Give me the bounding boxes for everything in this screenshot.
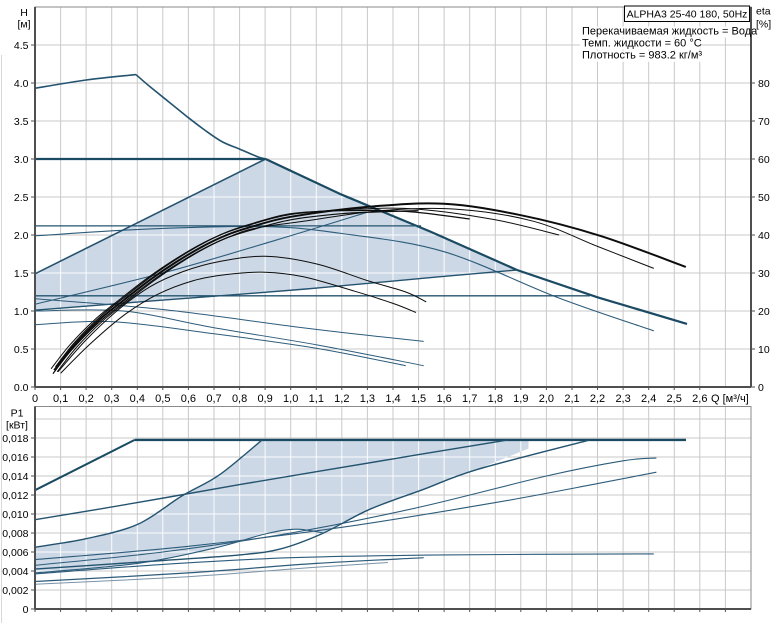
svg-text:20: 20 — [758, 306, 770, 318]
svg-text:60: 60 — [758, 154, 770, 166]
svg-text:0: 0 — [32, 393, 38, 405]
svg-text:Перекачиваемая жидкость = Вода: Перекачиваемая жидкость = Вода — [582, 26, 758, 38]
svg-text:1,7: 1,7 — [462, 393, 477, 405]
svg-text:0,010: 0,010 — [2, 509, 28, 521]
svg-text:1,6: 1,6 — [436, 393, 451, 405]
svg-text:0,016: 0,016 — [2, 452, 28, 464]
svg-text:0,3: 0,3 — [104, 393, 119, 405]
svg-text:2.5: 2.5 — [14, 192, 29, 204]
svg-text:0,4: 0,4 — [130, 393, 145, 405]
svg-text:70: 70 — [758, 116, 770, 128]
svg-text:ALPHA3 25-40 180, 50Hz: ALPHA3 25-40 180, 50Hz — [627, 8, 748, 20]
svg-text:0,6: 0,6 — [181, 393, 196, 405]
svg-text:2,6: 2,6 — [692, 393, 707, 405]
svg-text:30: 30 — [758, 268, 770, 280]
svg-text:1,5: 1,5 — [411, 393, 426, 405]
svg-text:0,014: 0,014 — [2, 471, 28, 483]
svg-text:2,5: 2,5 — [667, 393, 682, 405]
svg-text:0: 0 — [758, 382, 764, 394]
svg-text:Q [м³/ч]: Q [м³/ч] — [711, 393, 749, 405]
svg-text:[кВт]: [кВт] — [6, 420, 28, 432]
svg-text:P1: P1 — [11, 408, 24, 420]
svg-text:1,3: 1,3 — [360, 393, 375, 405]
svg-text:2,4: 2,4 — [641, 393, 656, 405]
svg-text:0,012: 0,012 — [2, 490, 28, 502]
svg-text:Плотность = 983.2 кг/м³: Плотность = 983.2 кг/м³ — [582, 50, 702, 62]
svg-text:0,9: 0,9 — [257, 393, 272, 405]
svg-text:4.0: 4.0 — [14, 78, 29, 90]
svg-text:1,1: 1,1 — [309, 393, 324, 405]
svg-text:0,006: 0,006 — [2, 547, 28, 559]
svg-text:2,3: 2,3 — [615, 393, 630, 405]
svg-text:1,2: 1,2 — [334, 393, 349, 405]
svg-text:2,1: 2,1 — [564, 393, 579, 405]
svg-text:Темп. жидкости = 60 °C: Темп. жидкости = 60 °C — [582, 38, 702, 50]
svg-text:1,4: 1,4 — [385, 393, 400, 405]
svg-text:0: 0 — [23, 604, 29, 616]
svg-text:0,004: 0,004 — [2, 566, 28, 578]
svg-text:1.5: 1.5 — [14, 268, 29, 280]
svg-text:0,1: 0,1 — [53, 393, 68, 405]
svg-text:0,018: 0,018 — [2, 433, 28, 445]
svg-text:eta: eta — [756, 5, 771, 17]
svg-text:0.0: 0.0 — [14, 382, 29, 394]
svg-text:40: 40 — [758, 230, 770, 242]
svg-text:0,002: 0,002 — [2, 585, 28, 597]
svg-text:1.0: 1.0 — [14, 306, 29, 318]
svg-text:3.5: 3.5 — [14, 116, 29, 128]
svg-text:50: 50 — [758, 192, 770, 204]
svg-text:2,0: 2,0 — [539, 393, 554, 405]
svg-text:0.5: 0.5 — [14, 344, 29, 356]
svg-text:0,7: 0,7 — [206, 393, 221, 405]
svg-text:1,0: 1,0 — [283, 393, 298, 405]
svg-text:2,2: 2,2 — [590, 393, 605, 405]
svg-text:4.5: 4.5 — [14, 40, 29, 52]
svg-text:0,2: 0,2 — [78, 393, 93, 405]
svg-text:0,5: 0,5 — [155, 393, 170, 405]
svg-text:[м]: [м] — [17, 19, 30, 31]
svg-text:H: H — [20, 7, 28, 19]
svg-text:[%]: [%] — [756, 19, 771, 31]
svg-text:1,9: 1,9 — [513, 393, 528, 405]
svg-text:10: 10 — [758, 344, 770, 356]
svg-text:0,008: 0,008 — [2, 528, 28, 540]
svg-text:3.0: 3.0 — [14, 154, 29, 166]
svg-text:2.0: 2.0 — [14, 230, 29, 242]
svg-text:80: 80 — [758, 78, 770, 90]
svg-text:1,8: 1,8 — [488, 393, 503, 405]
svg-text:0,8: 0,8 — [232, 393, 247, 405]
